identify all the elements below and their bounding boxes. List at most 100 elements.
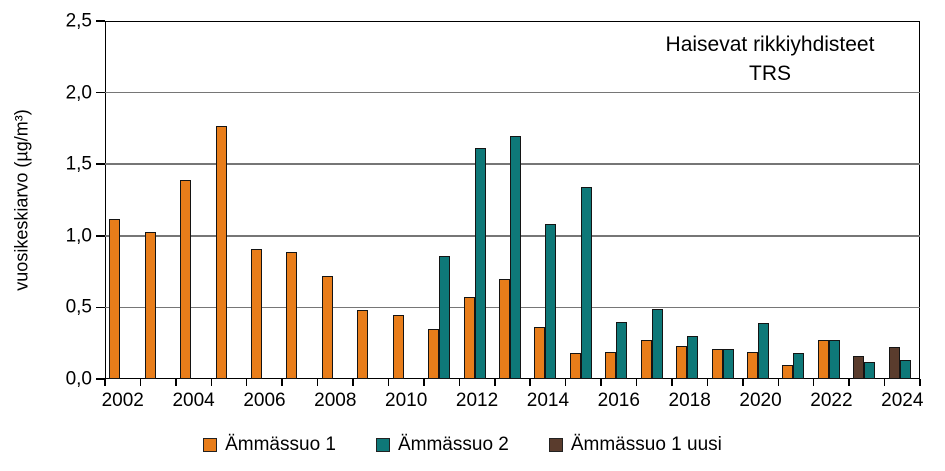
y-tick-mark xyxy=(96,91,105,94)
bar-ämmässuo-1-uusi-2023 xyxy=(853,356,865,379)
x-tick-label: 2018 xyxy=(668,390,711,411)
bar-ämmässuo-2-2019 xyxy=(722,348,734,379)
x-tick-label: 2020 xyxy=(739,390,782,411)
bar-ämmässuo-1-2021 xyxy=(782,364,794,379)
bar-ämmässuo-1-2022 xyxy=(817,340,829,379)
bar-ämmässuo-2-2012 xyxy=(474,148,486,379)
bar-ämmässuo-1-2012 xyxy=(463,297,475,379)
y-tick-mark xyxy=(96,235,105,237)
x-tick-mark xyxy=(104,379,106,386)
x-tick-label: 2006 xyxy=(243,390,286,411)
x-tick-label: 2016 xyxy=(597,390,640,411)
bar-ämmässuo-1-2020 xyxy=(747,351,759,379)
x-tick-mark xyxy=(635,379,638,386)
chart-title: Haisevat rikkiyhdisteet TRS xyxy=(620,30,920,88)
bar-ämmässuo-1-2018 xyxy=(676,346,688,379)
bar-ämmässuo-1-2013 xyxy=(498,278,510,379)
bar-ämmässuo-2-2015 xyxy=(580,187,592,379)
x-tick-label: 2022 xyxy=(810,390,853,411)
x-tick-label: 2024 xyxy=(881,390,924,411)
y-tick-label: 1,5 xyxy=(65,153,92,175)
bar-ämmässuo-1-2009 xyxy=(357,310,369,379)
x-tick-mark xyxy=(742,379,744,386)
x-tick-mark xyxy=(139,379,142,386)
x-tick-label: 2012 xyxy=(455,390,499,411)
bar-ämmässuo-2-2024 xyxy=(899,360,911,379)
gridline xyxy=(105,91,920,94)
y-tick-label: 2,0 xyxy=(65,82,92,104)
y-tick-mark xyxy=(96,20,105,22)
chart-title-line2: TRS xyxy=(749,62,791,85)
x-tick-mark xyxy=(919,379,921,386)
y-tick-label: 1,0 xyxy=(65,225,92,247)
legend-swatch-icon xyxy=(375,438,390,452)
x-tick-mark xyxy=(671,379,673,386)
bar-ämmässuo-2-2013 xyxy=(509,135,521,379)
x-tick-mark xyxy=(812,379,815,386)
x-tick-mark xyxy=(529,379,531,386)
bar-ämmässuo-2-2011 xyxy=(439,255,451,379)
y-tick-label: 2,5 xyxy=(65,10,92,32)
x-tick-mark xyxy=(245,379,248,386)
x-tick-mark xyxy=(494,379,496,386)
x-tick-mark xyxy=(458,379,461,386)
y-tick-label: 0,5 xyxy=(65,296,92,318)
bar-ämmässuo-1-2003 xyxy=(144,231,156,379)
x-tick-mark xyxy=(706,379,709,386)
x-tick-mark xyxy=(210,379,213,386)
bar-ämmässuo-1-2019 xyxy=(711,348,723,379)
x-tick-mark xyxy=(564,379,567,386)
bar-ämmässuo-1-2011 xyxy=(428,328,440,379)
x-tick-label: 2004 xyxy=(172,390,215,411)
bar-ämmässuo-2-2018 xyxy=(687,336,699,379)
legend-item: Ämmässuo 1 xyxy=(203,434,336,456)
x-tick-mark xyxy=(423,379,425,386)
x-tick-label: 2002 xyxy=(101,390,144,411)
bar-ämmässuo-1-uusi-2024 xyxy=(888,347,900,379)
bar-ämmässuo-2-2020 xyxy=(758,323,770,379)
x-tick-label: 2014 xyxy=(526,390,570,411)
bar-ämmässuo-1-2015 xyxy=(569,353,581,379)
y-tick-mark xyxy=(96,306,105,309)
x-tick-mark xyxy=(848,379,850,386)
bar-ämmässuo-1-2010 xyxy=(392,314,404,379)
bar-ämmässuo-1-2004 xyxy=(180,179,192,379)
bar-ämmässuo-1-2002 xyxy=(109,218,121,379)
bar-ämmässuo-2-2022 xyxy=(828,340,840,379)
legend-label: Ämmässuo 1 uusi xyxy=(570,434,722,455)
legend-swatch-icon xyxy=(203,438,218,452)
y-tick-mark xyxy=(96,378,105,380)
legend-label: Ämmässuo 1 xyxy=(225,434,336,455)
x-tick-mark xyxy=(352,379,354,386)
x-tick-label: 2010 xyxy=(385,390,428,411)
x-tick-label: 2008 xyxy=(314,390,357,411)
x-tick-mark xyxy=(175,379,177,386)
legend-swatch-icon xyxy=(548,438,563,452)
bar-ämmässuo-2-2016 xyxy=(616,321,628,379)
x-tick-mark xyxy=(777,379,779,386)
legend-item: Ämmässuo 1 uusi xyxy=(548,434,722,456)
bar-ämmässuo-2-2014 xyxy=(545,224,557,379)
y-tick-mark xyxy=(96,163,105,165)
y-axis-title: vuosikeskiarvo (µg/m³) xyxy=(11,109,32,291)
chart-title-line1: Haisevat rikkiyhdisteet xyxy=(665,33,875,56)
bar-ämmässuo-2-2021 xyxy=(793,353,805,379)
legend-label: Ämmässuo 2 xyxy=(397,434,509,455)
bar-ämmässuo-2-2017 xyxy=(651,308,663,379)
x-tick-mark xyxy=(316,379,319,386)
bar-ämmässuo-1-2016 xyxy=(605,351,617,379)
bar-ämmässuo-2-2023 xyxy=(864,361,876,379)
x-tick-mark xyxy=(387,379,390,386)
bar-ämmässuo-1-2017 xyxy=(640,340,652,379)
bar-ämmässuo-1-2006 xyxy=(250,248,262,379)
bar-ämmässuo-1-2007 xyxy=(286,251,298,379)
bar-ämmässuo-1-2008 xyxy=(321,275,333,379)
x-tick-mark xyxy=(281,379,283,386)
x-tick-mark xyxy=(600,379,602,386)
bar-ämmässuo-1-2014 xyxy=(534,327,546,379)
y-tick-label: 0,0 xyxy=(65,368,92,390)
legend: Ämmässuo 1 Ämmässuo 2 Ämmässuo 1 uusi xyxy=(0,434,945,456)
bar-ämmässuo-1-2005 xyxy=(215,125,227,379)
legend-item: Ämmässuo 2 xyxy=(375,434,509,456)
